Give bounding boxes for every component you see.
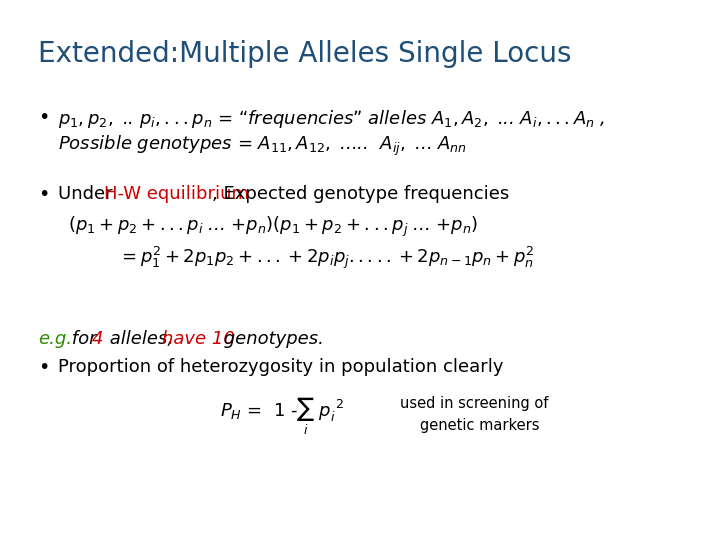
Text: •: •	[38, 108, 50, 127]
Text: , Expected genotype frequencies: , Expected genotype frequencies	[212, 185, 509, 203]
Text: alleles,: alleles,	[104, 330, 179, 348]
Text: •: •	[38, 358, 50, 377]
Text: genetic markers: genetic markers	[420, 418, 539, 433]
Text: used in screening of: used in screening of	[400, 396, 549, 411]
Text: $P_H$ =  1 -$\sum_i$ $p_i^{\ 2}$: $P_H$ = 1 -$\sum_i$ $p_i^{\ 2}$	[220, 396, 344, 437]
Text: have 10: have 10	[162, 330, 235, 348]
Text: Under: Under	[58, 185, 118, 203]
Text: •: •	[38, 185, 50, 204]
Text: Proportion of heterozygosity in population clearly: Proportion of heterozygosity in populati…	[58, 358, 503, 376]
Text: genotypes.: genotypes.	[218, 330, 324, 348]
Text: for: for	[66, 330, 102, 348]
Text: Extended:Multiple Alleles Single Locus: Extended:Multiple Alleles Single Locus	[38, 40, 572, 68]
Text: $p_1, p_2,$ .. $p_i,...p_n$ = “frequencies” alleles $A_1, A_2,$ ... $A_i,...A_n$: $p_1, p_2,$ .. $p_i,...p_n$ = “frequenci…	[58, 108, 605, 130]
Text: H-W equilibrium: H-W equilibrium	[104, 185, 249, 203]
Text: $= p_1^2 + 2p_1p_2 +...+ 2p_ip_j.....+ 2p_{n-1}p_n + p_n^2$: $= p_1^2 + 2p_1p_2 +...+ 2p_ip_j.....+ 2…	[118, 245, 534, 271]
Text: 4: 4	[92, 330, 104, 348]
Text: Possible genotypes = $A_{11}, A_{12},$ .....  $A_{ij},$ ... $A_{nn}$: Possible genotypes = $A_{11}, A_{12},$ .…	[58, 134, 467, 158]
Text: e.g.: e.g.	[38, 330, 72, 348]
Text: $(p_1+ p_2 +... p_i$ ... $+p_n)(p_1+ p_2 +... p_j$ ... $+p_n)$: $(p_1+ p_2 +... p_i$ ... $+p_n)(p_1+ p_2…	[68, 215, 478, 239]
